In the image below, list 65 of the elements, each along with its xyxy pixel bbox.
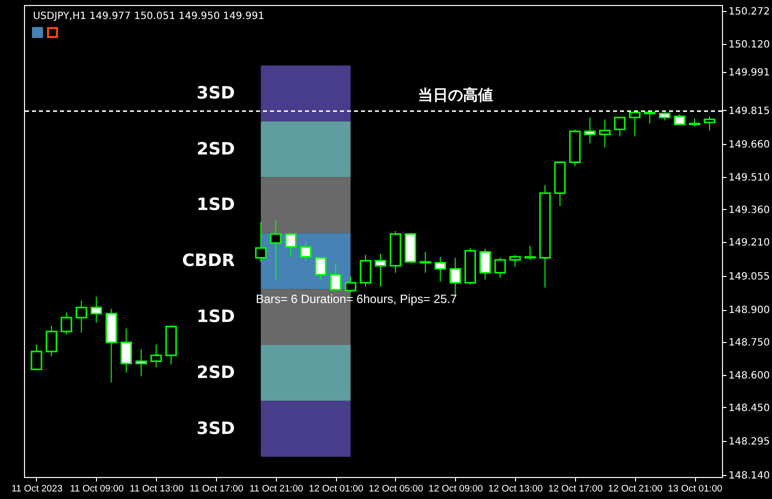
candlestick	[434, 256, 446, 282]
candlestick	[270, 219, 282, 280]
candlestick	[614, 116, 626, 137]
band-label: 1SD	[196, 307, 235, 328]
y-tick-label: 149.815	[728, 106, 770, 117]
candlestick	[360, 254, 372, 288]
x-tick-label: 11 Oct 13:00	[130, 484, 184, 494]
candlestick	[628, 111, 640, 137]
x-tick-label: 11 Oct 09:00	[70, 484, 124, 494]
band-label: 1SD	[196, 195, 235, 216]
candlestick	[120, 328, 132, 373]
x-tick-label: 11 Oct 17:00	[190, 484, 244, 494]
y-tick-label: 148.140	[728, 470, 770, 482]
candlestick	[60, 312, 72, 336]
y-tick-label: 148.600	[728, 370, 770, 382]
candlestick	[46, 325, 58, 357]
candlestick	[76, 300, 88, 334]
candlestick	[314, 257, 326, 280]
y-tick-label: 148.295	[728, 436, 770, 448]
candlestick	[524, 245, 536, 260]
text: USDJPY,H1 149.977 150.051 149.950 149.991	[32, 11, 264, 22]
band-label: CBDR	[182, 251, 235, 272]
y-tick-label: 149.510	[728, 172, 770, 184]
y-tick-label: 149.660	[728, 140, 770, 151]
y-tick-label: 150.120	[728, 40, 770, 51]
y-tick-label: 149.991	[728, 68, 770, 79]
candlestick	[284, 232, 296, 258]
candlestick	[344, 276, 356, 294]
ref-line-label: 当日の高値	[418, 86, 493, 104]
candlestick	[479, 248, 491, 280]
x-tick-label: 11 Oct 2023	[11, 484, 63, 494]
candlestick	[255, 222, 267, 262]
band-label: 2SD	[196, 362, 235, 383]
x-tick-label: 12 Oct 05:00	[368, 484, 424, 494]
candlestick	[374, 253, 386, 288]
x-tick-label: 12 Oct 01:00	[308, 484, 364, 494]
band-label: 3SD	[196, 83, 235, 104]
candlestick	[135, 348, 147, 377]
candlestick	[300, 241, 312, 262]
x-tick-label: 12 Oct 21:00	[608, 484, 662, 494]
y-tick-label: 148.750	[728, 338, 770, 349]
x-tick-label: 12 Oct 17:00	[548, 484, 603, 494]
y-tick-label: 149.210	[728, 238, 770, 249]
candlestick	[90, 296, 102, 324]
x-tick-label: 11 Oct 21:00	[249, 484, 304, 494]
y-tick-label: 150.272	[728, 6, 770, 18]
candlestick	[704, 116, 716, 132]
band-label: 2SD	[196, 139, 235, 160]
y-tick-label: 149.055	[728, 271, 770, 282]
candlestick	[599, 118, 611, 148]
x-tick-label: 12 Oct 13:00	[488, 484, 543, 494]
y-tick-label: 148.900	[728, 305, 770, 316]
x-tick-label: 12 Oct 09:00	[428, 484, 483, 494]
band-label: 3SD	[196, 418, 235, 439]
y-tick-label: 149.360	[728, 204, 770, 216]
candlestick	[150, 344, 162, 368]
y-tick-label: 148.450	[728, 402, 770, 414]
x-tick-label: 13 Oct 01:00	[668, 484, 722, 494]
candlestick	[330, 263, 342, 290]
candlestick	[494, 257, 506, 278]
candlestick	[30, 344, 42, 370]
candlestick	[420, 251, 432, 274]
candlestick	[674, 114, 686, 126]
candlestick	[509, 254, 521, 268]
candlestick	[584, 116, 596, 144]
